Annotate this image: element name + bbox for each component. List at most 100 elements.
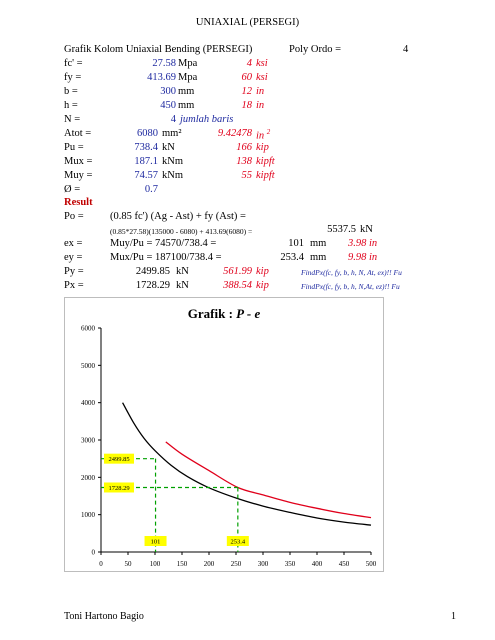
chart-title-italic: P - e — [236, 306, 260, 321]
ex-value: 101 — [288, 238, 304, 249]
series-line-2 — [165, 441, 372, 519]
load-label: Mux = — [64, 156, 93, 167]
px-function: FindPx(fc, fy, b, h, N,At, ez)!! Fu — [301, 282, 400, 291]
marker-ylabel-bg — [104, 482, 134, 493]
y-tick-label: 2000 — [81, 474, 96, 482]
ey-label: ey = — [64, 252, 83, 263]
load-value: 74.57 — [134, 170, 158, 181]
input-alt-unit: in — [256, 100, 265, 111]
po-detail: (0.85*27.58)(135000 - 6080) + 413.69(608… — [110, 227, 253, 236]
py-alt-unit: kip — [256, 266, 269, 277]
load-label: Muy = — [64, 170, 93, 181]
x-tick-label: 250 — [231, 560, 242, 568]
load-alt-unit: kipft — [256, 170, 275, 181]
x-tick-label: 450 — [339, 560, 350, 568]
chart-markers: 2499.85 101 1728.29 253.4 — [101, 453, 249, 552]
input-alt-unit: ksi — [256, 58, 268, 69]
ex-formula: Muy/Pu = 74570/738.4 = — [110, 238, 217, 249]
load-unit: kNm — [162, 156, 183, 167]
x-tick-label: 400 — [312, 560, 323, 568]
px-unit: kN — [176, 280, 189, 291]
marker-xlabel: 253.4 — [231, 539, 246, 546]
chart-title-prefix: Grafik : — [188, 306, 236, 321]
load-value: 738.4 — [134, 142, 158, 153]
load-alt-unit: kipft — [256, 156, 275, 167]
load-value: 187.1 — [134, 156, 158, 167]
marker-xlabel-bg — [144, 536, 167, 546]
poly-value: 4 — [403, 44, 409, 55]
py-alt-value: 561.99 — [223, 266, 252, 277]
chart-axes: 0 50 100 150 200 250 300 350 400 450 5000100020003… — [81, 325, 377, 569]
input-alt-value: 4 — [246, 58, 252, 69]
px-alt-unit: kip — [256, 280, 269, 291]
py-function: FindPx(fc, fy, b, h, N, At, ex)!! Fu — [301, 268, 402, 277]
ey-unit: mm — [310, 252, 327, 263]
result-heading: Result — [64, 197, 93, 208]
y-tick-label: 3000 — [81, 437, 96, 445]
load-alt-value: 138 — [236, 156, 252, 167]
y-tick-label: 4000 — [81, 399, 96, 407]
ex-label: ex = — [64, 238, 83, 249]
po-formula: (0.85 fc') (Ag - Ast) + fy (Ast) = — [110, 211, 246, 222]
load-alt-unit-sup: 2 — [266, 128, 271, 136]
po-value: 5537.5 — [327, 224, 356, 235]
x-tick-label: 0 — [99, 560, 103, 568]
load-unit: mm² — [162, 128, 182, 139]
input-alt-value: 18 — [241, 100, 253, 111]
x-tick-label: 50 — [125, 560, 133, 568]
x-tick-label: 500 — [366, 560, 377, 568]
load-label: Ø = — [64, 184, 81, 195]
load-unit: kN — [162, 142, 175, 153]
poly-label: Poly Ordo = — [289, 44, 342, 55]
px-alt-value: 388.54 — [223, 280, 252, 291]
px-label: Px = — [64, 280, 84, 291]
load-label: Atot = — [64, 128, 92, 139]
chart-svg: Grafik : P - e 0 50 100 150 200 250 300 350 400 4… — [81, 306, 377, 569]
chart-title: Grafik : P - e — [188, 306, 261, 321]
marker-xlabel-bg — [226, 536, 249, 546]
input-value: 27.58 — [152, 58, 176, 69]
input-value: 300 — [160, 86, 176, 97]
load-value: 6080 — [137, 128, 158, 139]
load-alt-value: 55 — [241, 170, 253, 181]
input-alt-value: 12 — [241, 86, 253, 97]
load-alt-unit: in 2 — [256, 128, 270, 142]
x-tick-label: 350 — [285, 560, 296, 568]
input-value: 413.69 — [147, 72, 176, 83]
ey-alt: 9.98 in — [348, 252, 378, 263]
input-unit: mm — [178, 100, 195, 111]
py-unit: kN — [176, 266, 189, 277]
input-note: jumlah baris — [180, 114, 234, 125]
input-value: 450 — [160, 100, 176, 111]
py-value: 2499.85 — [135, 266, 170, 277]
y-tick-label: 1000 — [81, 511, 96, 519]
page-title: UNIAXIAL (PERSEGI) — [195, 17, 300, 28]
input-value: 4 — [170, 114, 176, 125]
ex-alt: 3.98 in — [348, 238, 378, 249]
y-tick-label: 5000 — [81, 362, 96, 370]
chart-series — [122, 402, 372, 526]
load-alt-unit: kip — [256, 142, 269, 153]
load-label: Pu = — [64, 142, 84, 153]
marker-ylabel-bg — [104, 453, 134, 464]
input-unit: mm — [178, 86, 195, 97]
series-line-1 — [122, 402, 372, 526]
input-label: fc' = — [64, 58, 83, 69]
po-unit: kN — [360, 224, 373, 235]
input-label: h = — [64, 100, 78, 111]
input-alt-unit: ksi — [256, 72, 268, 83]
marker-ylabel: 2499.85 — [108, 456, 129, 463]
px-value: 1728.29 — [135, 280, 170, 291]
load-alt-value: 166 — [236, 142, 252, 153]
load-alt-value: 9.42478 — [217, 128, 252, 139]
py-label: Py = — [64, 266, 84, 277]
marker-xlabel: 101 — [151, 539, 161, 546]
footer-page-number: 1 — [451, 611, 456, 622]
load-alt-unit-text: in — [256, 130, 265, 142]
input-alt-value: 60 — [241, 72, 253, 83]
input-alt-unit: in — [256, 86, 265, 97]
input-label: fy = — [64, 72, 82, 83]
x-tick-label: 200 — [204, 560, 215, 568]
section-title: Grafik Kolom Uniaxial Bending (PERSEGI) — [64, 44, 253, 55]
marker-ylabel: 1728.29 — [108, 485, 129, 492]
